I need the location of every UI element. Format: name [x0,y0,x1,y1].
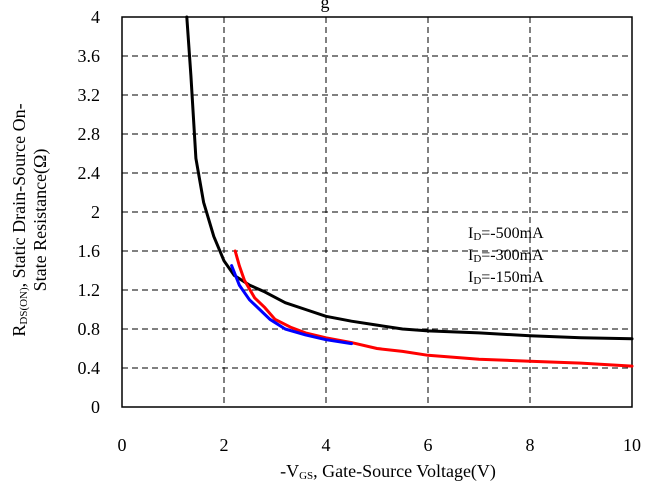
y-axis-title-line2: State Resistance(Ω) [30,149,51,292]
grid [122,17,632,407]
x-tick-label: 0 [118,435,127,455]
x-tick-labels: 0 2 4 6 8 10 [118,435,642,455]
x-axis-title: -VGS, Gate-Source Voltage(V) [280,461,496,482]
y-tick-label: 3.6 [78,46,101,66]
legend-entry-1: ID=-500mA [468,225,544,243]
legend-entry-2: ID=-300mA [468,247,544,265]
plot-frame [121,16,633,408]
y-tick-label: 0 [91,397,100,417]
y-tick-label: 2.4 [78,163,101,183]
y-axis-title: RDS(ON), Static Drain-Source On- State R… [9,103,51,336]
top-label: g [321,0,330,12]
y-tick-label: 0.8 [78,319,101,339]
x-tick-label: 2 [220,435,229,455]
legend: ID=-500mA ID=-300mA ID=-150mA [468,225,544,287]
x-tick-label: 6 [424,435,433,455]
y-tick-label: 4 [91,7,100,27]
series-line-3 [230,264,353,346]
series-line-2 [233,249,634,368]
legend-entry-3: ID=-150mA [468,269,544,287]
y-tick-label: 2.8 [78,124,101,144]
x-tick-label: 10 [623,435,641,455]
y-tick-label: 1.2 [78,280,101,300]
series-line-1 [185,15,634,341]
y-tick-label: 1.6 [78,241,101,261]
y-tick-label: 2 [91,202,100,222]
y-axis-title-line1: RDS(ON), Static Drain-Source On- [9,103,30,336]
y-tick-label: 3.2 [78,85,101,105]
y-tick-labels: 0 0.4 0.8 1.2 1.6 2 2.4 2.8 3.2 3.6 4 [78,7,101,417]
x-tick-label: 8 [526,435,535,455]
x-tick-label: 4 [322,435,331,455]
y-tick-label: 0.4 [78,358,101,378]
series-group [185,15,634,368]
